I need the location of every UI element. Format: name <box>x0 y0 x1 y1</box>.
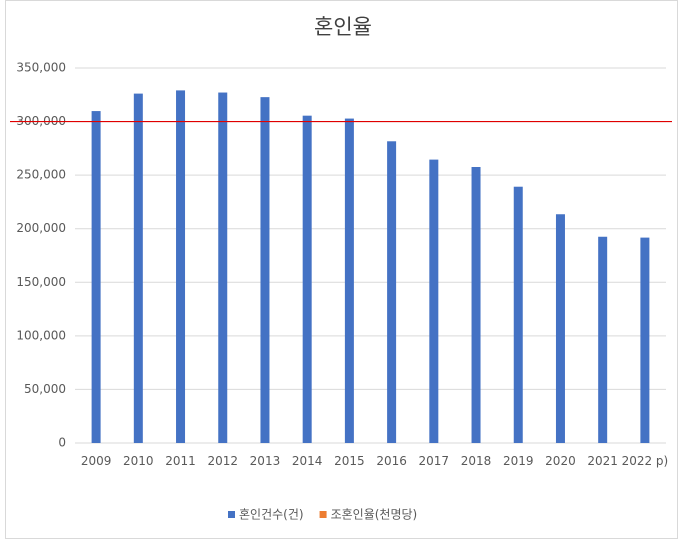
x-tick-label-box: 2012 <box>207 454 239 468</box>
x-tick-label: 2018 <box>460 454 492 468</box>
x-tick-label: 2011 <box>165 454 196 468</box>
x-tick-label-box: 2016 <box>376 454 407 468</box>
bar <box>640 237 650 443</box>
chart-title: 혼인율 <box>314 15 372 39</box>
x-tick-label: 2016 <box>376 454 407 468</box>
x-tick-label-box: 2018 <box>460 454 492 468</box>
bar <box>429 159 439 443</box>
x-tick-label-box: 2013 <box>249 454 281 468</box>
x-tick-label-box: 2011 <box>165 454 196 468</box>
y-tick-label: 150,000 <box>16 275 66 289</box>
bar <box>598 236 608 443</box>
bar <box>218 92 228 444</box>
x-tick-label-box: 2009 <box>80 454 112 468</box>
x-tick-label-box: 2022 p) <box>621 454 669 468</box>
x-tick-label: 2014 <box>291 454 323 468</box>
x-tick-label: 2021 <box>587 454 618 468</box>
legend-swatch <box>319 511 327 518</box>
x-tick-label: 2012 <box>207 454 239 468</box>
bar <box>555 214 565 443</box>
x-tick-label-box: 2019 <box>502 454 534 468</box>
bar <box>176 90 186 444</box>
bar <box>260 97 270 444</box>
legend-swatch <box>228 511 235 518</box>
y-tick-label: 200,000 <box>16 221 66 235</box>
y-tick-label: 250,000 <box>16 168 66 182</box>
y-tick-label: 100,000 <box>16 328 66 342</box>
x-tick-label-box: 2014 <box>291 454 323 468</box>
x-tick-label-box: 2021 <box>587 454 618 468</box>
x-tick-label: 2019 <box>502 454 534 468</box>
bar <box>471 167 481 443</box>
x-tick-label: 2017 <box>418 454 450 468</box>
y-tick-label: 0 <box>58 436 66 450</box>
x-tick-label-box: 2015 <box>334 454 365 468</box>
y-tick-label: 350,000 <box>16 61 66 75</box>
bar <box>133 93 143 443</box>
x-tick-label: 2015 <box>334 454 365 468</box>
x-tick-label-box: 2010 <box>123 454 154 468</box>
y-tick-label: 50,000 <box>24 382 66 396</box>
legend-label: 조혼인율(천명당) <box>331 507 418 522</box>
bar <box>91 111 101 444</box>
x-tick-label-box: 2017 <box>418 454 450 468</box>
legend-label: 혼인건수(건) <box>239 508 304 522</box>
x-tick-label: 2020 <box>545 454 576 468</box>
bar <box>344 118 354 444</box>
x-tick-label-box: 2020 <box>545 454 576 468</box>
chart-frame <box>5 0 678 539</box>
x-tick-label: 2009 <box>80 454 112 468</box>
x-tick-label: 2013 <box>249 454 281 468</box>
bar <box>387 141 397 444</box>
bar <box>302 115 312 443</box>
x-tick-label: 2022 p) <box>621 454 669 468</box>
bar <box>513 186 523 443</box>
x-tick-label: 2010 <box>123 454 154 468</box>
